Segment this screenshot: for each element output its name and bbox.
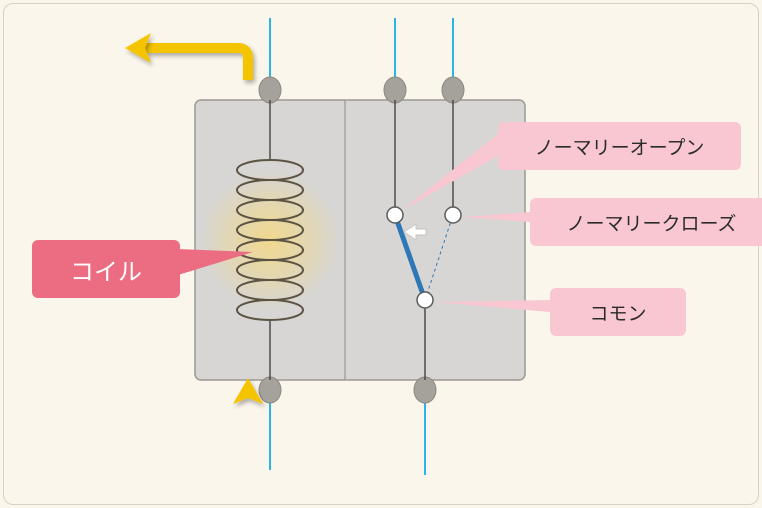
label-no: ノーマリーオープン [498,122,741,170]
node-com [417,292,433,308]
label-nc: ノーマリークローズ [530,198,762,246]
node-no [387,207,403,223]
label-com: コモン [550,288,686,336]
node-nc [445,207,461,223]
label-coil: コイル [32,240,180,298]
